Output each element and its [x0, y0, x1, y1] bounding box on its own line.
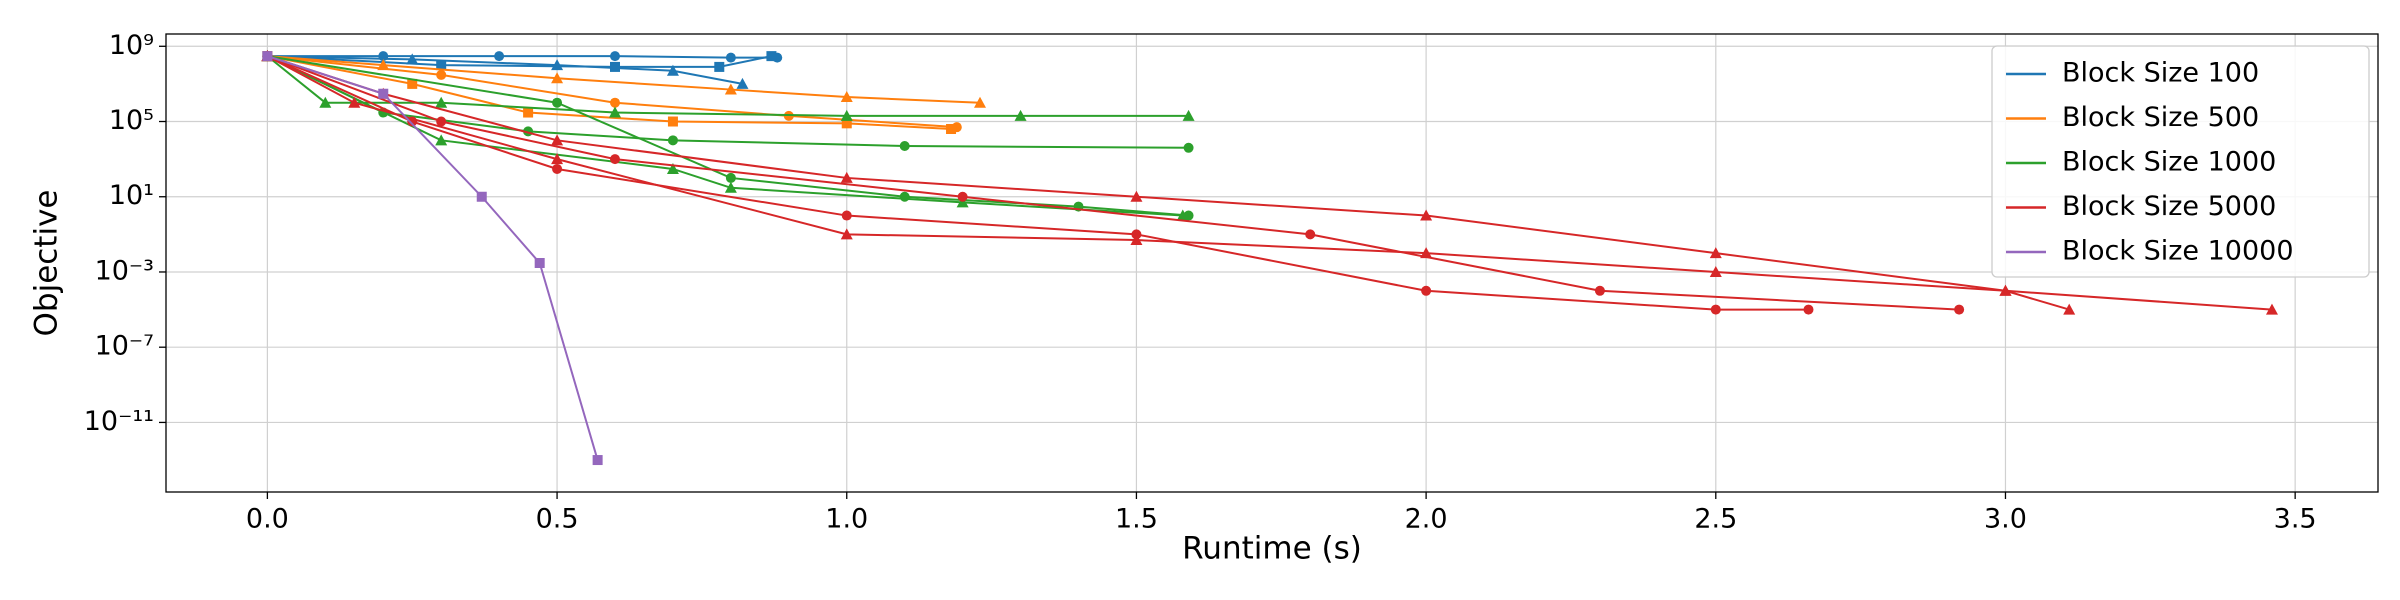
marker — [667, 116, 678, 127]
x-tick-label: 2.5 — [1694, 504, 1737, 535]
marker — [974, 96, 987, 108]
x-tick-label: 0.0 — [246, 504, 289, 535]
marker — [407, 78, 418, 89]
marker — [551, 134, 564, 146]
marker — [610, 154, 621, 165]
marker — [667, 135, 678, 146]
marker — [262, 51, 273, 62]
x-tick-label: 3.5 — [2274, 504, 2317, 535]
x-tick-label: 1.5 — [1115, 504, 1158, 535]
marker — [1954, 304, 1965, 315]
y-tick-label: 10⁹ — [109, 30, 154, 61]
marker — [1421, 285, 1432, 296]
marker — [436, 60, 447, 71]
marker — [494, 51, 505, 62]
marker — [1999, 284, 2012, 296]
marker — [724, 83, 737, 95]
marker — [551, 153, 564, 165]
marker — [899, 191, 910, 202]
series-line — [267, 55, 952, 130]
marker — [1130, 190, 1143, 202]
marker — [551, 72, 564, 84]
x-tick-label: 1.0 — [825, 504, 868, 535]
marker — [840, 228, 853, 240]
series-line — [267, 55, 1189, 217]
marker — [766, 51, 777, 62]
marker — [899, 140, 910, 151]
marker — [666, 64, 679, 76]
marker — [725, 52, 736, 63]
legend-label: Block Size 5000 — [2062, 191, 2276, 222]
y-tick-label: 10⁻¹¹ — [84, 406, 154, 437]
marker — [840, 109, 853, 121]
marker — [436, 116, 447, 127]
marker — [551, 59, 564, 71]
marker — [523, 107, 534, 118]
marker — [435, 134, 448, 146]
marker — [841, 118, 852, 129]
marker — [2063, 303, 2076, 315]
marker — [840, 171, 853, 183]
marker — [534, 258, 545, 268]
marker — [610, 61, 621, 72]
series-line — [267, 55, 778, 59]
x-tick-label: 2.0 — [1405, 504, 1448, 535]
marker — [592, 455, 603, 466]
marker — [1305, 229, 1316, 240]
marker — [1803, 304, 1814, 315]
marker — [2265, 303, 2278, 315]
x-axis-label: Runtime (s) — [1182, 531, 1362, 567]
marker — [724, 181, 737, 193]
marker — [957, 191, 968, 202]
marker — [1420, 209, 1433, 221]
x-tick-label: 0.5 — [536, 504, 579, 535]
marker — [436, 69, 447, 80]
marker — [714, 61, 725, 72]
y-tick-label: 10¹ — [109, 180, 154, 211]
y-axis-label: Objective — [29, 190, 65, 337]
series-line — [267, 55, 599, 461]
marker — [1183, 142, 1194, 153]
marker — [610, 97, 621, 108]
series-line — [267, 55, 981, 104]
marker — [476, 191, 487, 202]
x-tick-label: 3.0 — [1984, 504, 2027, 535]
marker — [666, 162, 679, 174]
legend-label: Block Size 1000 — [2062, 147, 2276, 178]
marker — [725, 172, 736, 183]
marker — [406, 53, 419, 65]
marker — [841, 210, 852, 221]
legend-box — [1991, 45, 2370, 278]
marker — [609, 106, 622, 118]
marker — [348, 96, 361, 108]
legend-label: Block Size 500 — [2062, 102, 2259, 133]
marker — [435, 96, 448, 108]
marker — [1594, 285, 1605, 296]
series-line — [266, 55, 1809, 311]
plot-frame — [165, 33, 2379, 493]
marker — [610, 51, 621, 62]
marker — [1130, 234, 1143, 246]
marker — [840, 91, 853, 103]
marker — [1710, 304, 1721, 315]
marker — [552, 163, 563, 174]
marker — [319, 96, 332, 108]
marker — [1182, 109, 1195, 121]
y-tick-label: 10⁻⁷ — [95, 331, 154, 362]
marker — [552, 97, 563, 108]
y-tick-label: 10⁻³ — [95, 255, 154, 286]
marker — [378, 88, 389, 99]
marker — [1014, 109, 1027, 121]
y-tick-label: 10⁵ — [109, 105, 154, 136]
legend-label: Block Size 100 — [2062, 58, 2259, 89]
marker — [1183, 210, 1194, 221]
marker — [956, 196, 969, 208]
marker — [946, 123, 957, 134]
marker — [1709, 265, 1722, 277]
marker — [736, 77, 749, 89]
marker — [1709, 247, 1722, 259]
legend-label: Block Size 10000 — [2062, 236, 2294, 267]
